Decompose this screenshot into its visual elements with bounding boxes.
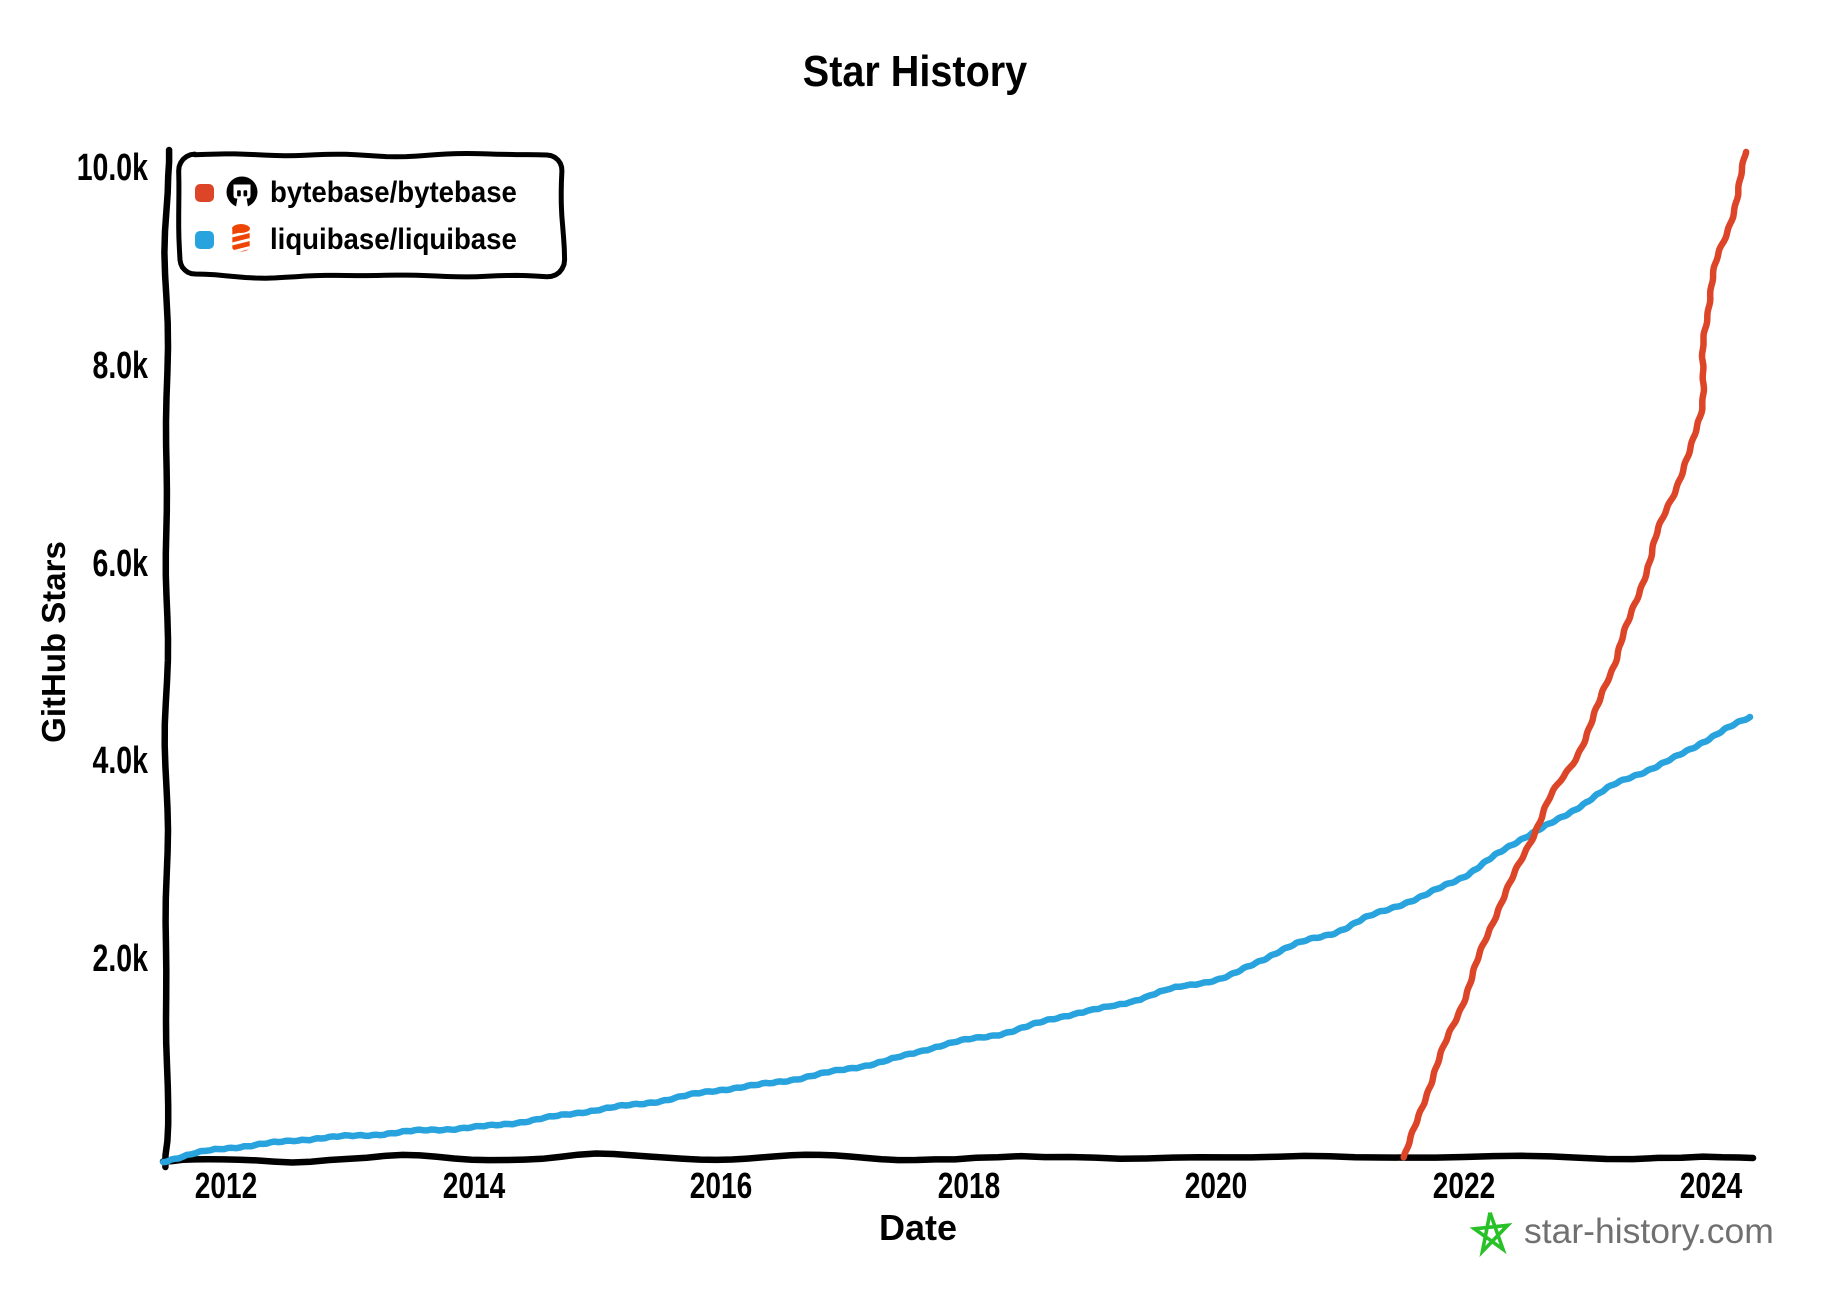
svg-text:bytebase/bytebase: bytebase/bytebase: [270, 176, 517, 209]
svg-text:2016: 2016: [690, 1166, 752, 1206]
svg-text:2014: 2014: [443, 1166, 505, 1206]
svg-text:8.0k: 8.0k: [93, 345, 149, 387]
svg-text:10.0k: 10.0k: [77, 147, 149, 189]
svg-text:2018: 2018: [938, 1166, 1000, 1206]
svg-text:2022: 2022: [1433, 1166, 1495, 1206]
svg-text:2.0k: 2.0k: [93, 938, 149, 980]
svg-text:liquibase/liquibase: liquibase/liquibase: [270, 223, 517, 256]
svg-text:2012: 2012: [195, 1166, 257, 1206]
svg-text:4.0k: 4.0k: [93, 740, 149, 782]
svg-text:2024: 2024: [1680, 1166, 1742, 1206]
svg-text:star-history.com: star-history.com: [1524, 1211, 1774, 1251]
svg-text:GitHub Stars: GitHub Stars: [35, 541, 72, 743]
svg-text:Star History: Star History: [803, 46, 1028, 95]
svg-text:2020: 2020: [1185, 1166, 1247, 1206]
svg-text:6.0k: 6.0k: [93, 543, 149, 585]
svg-text:Date: Date: [879, 1207, 957, 1248]
